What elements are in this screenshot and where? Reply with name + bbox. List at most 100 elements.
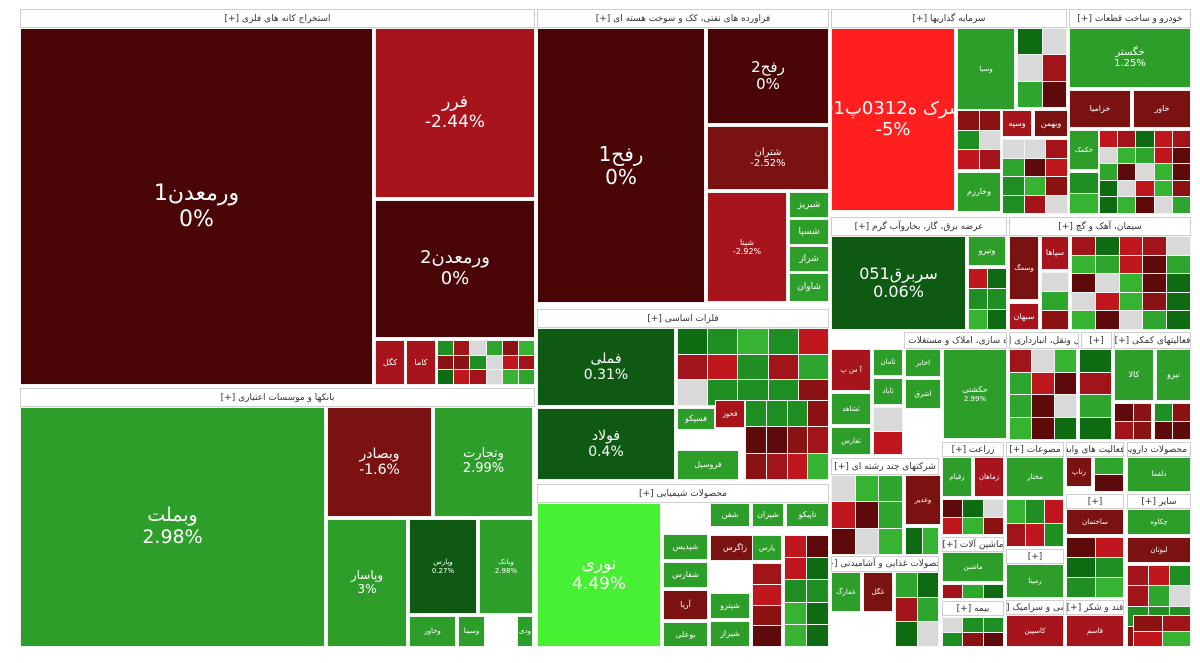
small-tile[interactable] [678,380,708,405]
small-tile[interactable] [1119,237,1143,255]
sector-header-power[interactable]: عرضه برق، گاز، بخاروآب گرم [+] [831,217,1007,236]
small-tile[interactable] [486,370,502,384]
small-tile[interactable] [988,289,1006,309]
small-tile[interactable] [979,130,1000,150]
small-tile[interactable] [1042,29,1066,55]
small-tile[interactable] [787,453,808,479]
small-tile[interactable] [969,269,987,289]
stock-tile[interactable]: نوری 4.49% [537,503,661,647]
small-tile[interactable] [1119,274,1143,292]
small-tile[interactable] [1070,193,1098,213]
small-tile[interactable] [1072,274,1095,292]
small-tile[interactable] [785,602,806,624]
stock-tile[interactable]: لبوتان [1127,537,1191,563]
small-tile[interactable] [1167,311,1190,329]
small-tile[interactable] [1119,255,1143,274]
small-tile[interactable] [1042,81,1066,107]
stock-tile[interactable]: شیراز [710,621,750,647]
stock-tile[interactable]: وپاسار 3% [327,519,407,647]
small-tile[interactable] [1173,422,1190,439]
small-tile[interactable] [1080,395,1111,417]
stock-tile[interactable]: غگل [863,572,893,612]
small-tile[interactable] [917,573,938,597]
stock-tile[interactable]: چکاوه [1127,509,1191,535]
small-tile[interactable] [896,597,917,622]
small-tile[interactable] [1010,372,1032,394]
small-tile[interactable] [1167,237,1190,255]
stock-tile[interactable]: سپاها [1041,236,1069,270]
small-tile[interactable] [1173,404,1190,421]
small-tile[interactable] [746,401,766,427]
small-tile[interactable] [787,401,808,427]
sector-header-computer[interactable]: رایانه و فعالیت های وابسته [+] [1066,442,1124,457]
small-tile[interactable] [963,618,983,632]
stock-tile[interactable]: حکشتی 2.99% [943,349,1007,439]
small-tile[interactable] [753,564,781,584]
small-tile[interactable] [1118,131,1136,147]
sector-header-multi[interactable]: شرکتهای چند رشته ای [+] [831,458,939,475]
stock-tile[interactable]: خگستر 1.25% [1069,28,1191,88]
small-tile[interactable] [1072,311,1095,329]
sector-header-misc3[interactable]: [+] [1006,549,1064,564]
small-tile[interactable] [1162,631,1190,646]
small-tile[interactable] [1100,131,1118,147]
small-tile[interactable] [1018,29,1042,55]
small-tile[interactable] [906,528,922,554]
small-tile[interactable] [1136,197,1154,213]
small-tile[interactable] [518,341,534,355]
small-tile[interactable] [1024,158,1046,176]
small-tile[interactable] [1172,147,1190,164]
small-tile[interactable] [988,309,1006,329]
stock-tile[interactable]: مختار [1006,457,1064,497]
small-tile[interactable] [963,500,983,517]
small-tile[interactable] [917,622,938,646]
small-tile[interactable] [1167,274,1190,292]
small-tile[interactable] [454,341,470,355]
stock-tile[interactable]: آ س پ [831,349,871,391]
stock-tile[interactable]: رتاپ [1066,457,1092,487]
small-tile[interactable] [1167,292,1190,311]
small-tile[interactable] [1133,404,1151,421]
stock-tile[interactable]: فرر -2.44% [375,28,535,198]
small-tile[interactable] [963,585,983,598]
small-tile[interactable] [1134,631,1162,646]
small-tile[interactable] [958,150,979,169]
small-tile[interactable] [766,453,787,479]
stock-tile[interactable]: دلقما [1127,457,1191,492]
stock-tile[interactable]: زاگرس [710,535,760,561]
small-tile[interactable] [1026,523,1044,546]
small-tile[interactable] [1054,417,1076,439]
small-tile[interactable] [1046,140,1067,158]
small-tile[interactable] [943,585,963,598]
small-tile[interactable] [518,355,534,370]
stock-tile[interactable]: ثفارس [831,427,871,455]
small-tile[interactable] [678,354,708,380]
stock-tile[interactable]: خزامیا [1069,90,1131,128]
stock-tile[interactable]: وسپه [1002,110,1032,137]
small-tile[interactable] [1067,538,1095,557]
small-tile[interactable] [1119,292,1143,311]
small-tile[interactable] [1010,417,1032,439]
small-tile[interactable] [943,517,963,534]
small-tile[interactable] [1128,566,1148,586]
small-tile[interactable] [1154,131,1172,147]
small-tile[interactable] [1118,147,1136,164]
stock-tile[interactable]: ورمعدن2 0% [375,200,535,338]
small-tile[interactable] [1046,158,1067,176]
stock-tile[interactable]: شراز [789,246,829,272]
stock-tile[interactable]: خاور [1133,90,1191,128]
stock-tile[interactable]: رمپنا [1006,564,1064,598]
stock-tile[interactable]: تاپیکو [786,503,829,527]
small-tile[interactable] [1010,395,1032,417]
small-tile[interactable] [753,584,781,605]
small-tile[interactable] [798,329,828,354]
stock-tile[interactable]: وتیرو [968,236,1006,266]
sector-header-invest[interactable]: سرمایه گذاریها [+] [831,9,1067,28]
stock-tile[interactable]: وپارس 0.27% [409,519,477,614]
small-tile[interactable] [1054,395,1076,417]
small-tile[interactable] [1136,147,1154,164]
small-tile[interactable] [1080,350,1111,372]
stock-tile[interactable]: شسپا [789,219,829,245]
small-tile[interactable] [874,408,902,431]
small-tile[interactable] [1095,475,1123,491]
